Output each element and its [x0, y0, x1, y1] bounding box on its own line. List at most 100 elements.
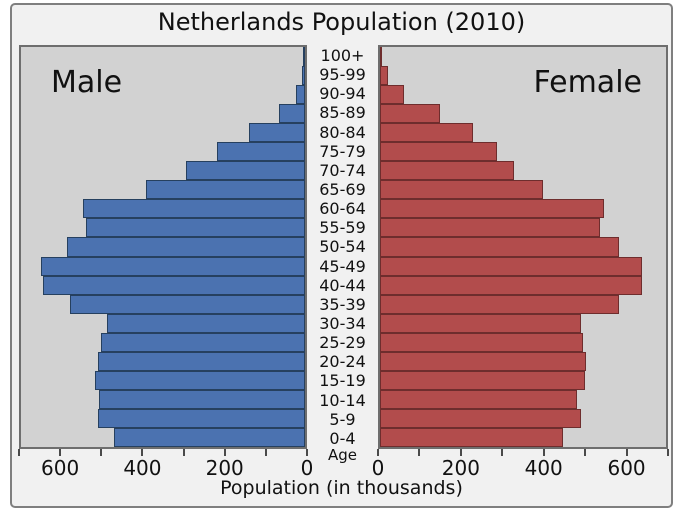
- bar-female-100+: [380, 47, 382, 67]
- age-label-25-29: 25-29: [319, 333, 366, 353]
- bar-female-40-44: [380, 275, 642, 295]
- female-series-label: Female: [533, 65, 642, 100]
- chart-title: Netherlands Population (2010): [157, 8, 526, 36]
- bar-male-70-74: [186, 161, 305, 181]
- bar-female-0-4: [380, 427, 563, 447]
- bar-female-35-39: [380, 294, 619, 314]
- age-label-30-34: 30-34: [319, 314, 366, 334]
- x-tick-label-200: 200: [205, 456, 244, 480]
- x-tick: [459, 449, 462, 456]
- bar-female-85-89: [380, 104, 440, 124]
- bar-female-5-9: [380, 408, 582, 428]
- x-tick: [141, 449, 144, 456]
- female-panel: Female: [378, 45, 668, 449]
- age-label-20-24: 20-24: [319, 352, 366, 372]
- bar-male-80-84: [249, 123, 305, 143]
- bar-female-75-79: [380, 142, 497, 162]
- bar-female-50-54: [380, 237, 620, 257]
- x-tick: [306, 449, 308, 456]
- age-label-95-99: 95-99: [319, 65, 366, 85]
- age-label-10-14: 10-14: [319, 390, 366, 410]
- female-x-axis-ticks: [377, 449, 669, 457]
- bar-female-10-14: [380, 389, 577, 409]
- bar-female-15-19: [380, 370, 585, 390]
- bar-male-15-19: [95, 370, 305, 390]
- female-bars-area: [380, 47, 666, 447]
- age-label-15-19: 15-19: [319, 371, 366, 391]
- x-tick-label-0: 0: [300, 456, 314, 480]
- x-tick: [625, 449, 628, 456]
- age-label-75-79: 75-79: [319, 141, 366, 161]
- x-tick-label-600: 600: [41, 456, 80, 480]
- age-label-45-49: 45-49: [319, 256, 366, 276]
- age-label-0-4: 0-4: [329, 428, 356, 448]
- bar-female-65-69: [380, 180, 544, 200]
- x-tick: [100, 449, 103, 456]
- bar-female-70-74: [380, 161, 515, 181]
- x-axis-title: Population (in thousands): [220, 477, 463, 499]
- bar-male-95-99: [301, 66, 305, 86]
- x-tick-label-400: 400: [123, 456, 162, 480]
- age-label-90-94: 90-94: [319, 84, 366, 104]
- age-label-60-64: 60-64: [319, 199, 366, 219]
- bar-male-40-44: [42, 275, 305, 295]
- age-label-80-84: 80-84: [319, 122, 366, 142]
- bar-male-5-9: [97, 408, 305, 428]
- age-label-65-69: 65-69: [319, 180, 366, 200]
- x-tick-label-600: 600: [607, 456, 646, 480]
- male-panel: Male: [19, 45, 307, 449]
- age-axis-labels: 100+ 95-99 90-94 85-89 80-84 75-79 70-74 65-69 6…: [307, 46, 378, 448]
- bar-male-65-69: [146, 180, 305, 200]
- bar-male-45-49: [41, 256, 305, 276]
- x-tick: [264, 449, 267, 456]
- figure-frame: Netherlands Population (2010) Male 100+ 9…: [10, 3, 673, 508]
- age-label-85-89: 85-89: [319, 103, 366, 123]
- x-tick: [18, 449, 20, 456]
- female-x-axis-tick-labels: 0 200 400 600: [372, 456, 668, 480]
- x-tick-label-400: 400: [524, 456, 563, 480]
- x-tick: [542, 449, 545, 456]
- bar-female-80-84: [380, 123, 473, 143]
- bar-male-30-34: [107, 313, 305, 333]
- age-label-40-44: 40-44: [319, 275, 366, 295]
- x-tick: [667, 449, 669, 456]
- bar-female-55-59: [380, 218, 600, 238]
- age-axis-title: Age: [327, 446, 357, 464]
- bar-male-85-89: [278, 104, 305, 124]
- bar-male-100+: [303, 47, 305, 67]
- male-x-axis-ticks: [18, 449, 308, 457]
- male-series-label: Male: [51, 65, 123, 100]
- bar-male-60-64: [82, 199, 305, 219]
- bar-male-90-94: [296, 85, 305, 105]
- bar-male-0-4: [114, 427, 305, 447]
- male-bars-area: [21, 47, 305, 447]
- x-tick: [377, 449, 379, 456]
- x-tick: [584, 449, 587, 456]
- age-label-5-9: 5-9: [329, 409, 356, 429]
- bar-female-60-64: [380, 199, 604, 219]
- bar-male-35-39: [69, 294, 305, 314]
- x-tick: [182, 449, 185, 456]
- age-label-35-39: 35-39: [319, 294, 366, 314]
- x-tick: [501, 449, 504, 456]
- bar-male-50-54: [66, 237, 305, 257]
- bar-male-25-29: [100, 332, 305, 352]
- bar-female-95-99: [380, 66, 389, 86]
- x-tick: [223, 449, 226, 456]
- bar-male-20-24: [97, 351, 305, 371]
- bar-female-30-34: [380, 313, 582, 333]
- age-label-100+: 100+: [320, 46, 365, 66]
- x-tick: [418, 449, 421, 456]
- bar-female-45-49: [380, 256, 642, 276]
- age-label-70-74: 70-74: [319, 160, 366, 180]
- bar-male-75-79: [216, 142, 305, 162]
- x-tick: [59, 449, 62, 456]
- age-label-55-59: 55-59: [319, 218, 366, 238]
- male-x-axis-tick-labels: 0 200 400 600: [19, 456, 313, 480]
- bar-female-90-94: [380, 85, 404, 105]
- bar-female-20-24: [380, 351, 586, 371]
- bar-male-10-14: [98, 389, 305, 409]
- x-tick-label-0: 0: [371, 456, 385, 480]
- bar-male-55-59: [85, 218, 305, 238]
